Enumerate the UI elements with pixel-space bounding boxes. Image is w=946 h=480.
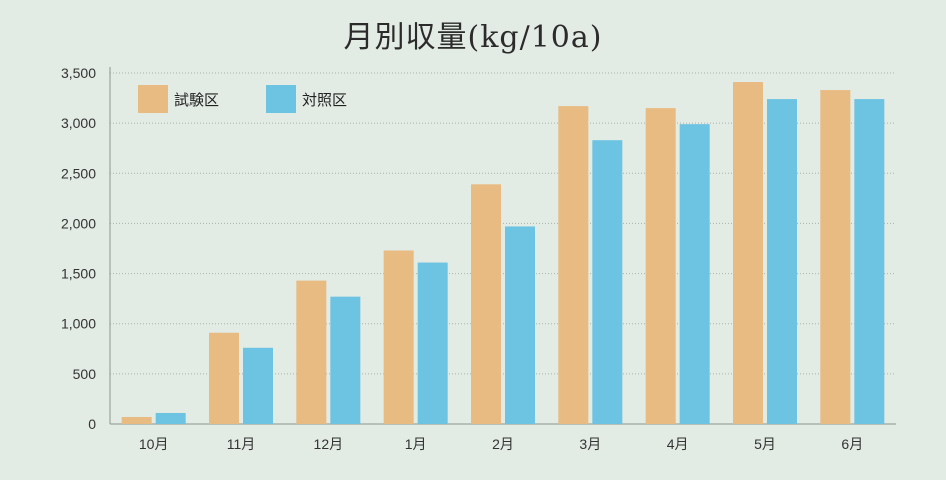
bar [558, 106, 589, 424]
chart-title: 月別収量(kg/10a) [343, 20, 603, 55]
bar [471, 184, 501, 424]
x-tick-label: 2月 [492, 436, 514, 452]
bar [383, 250, 414, 424]
bar [767, 99, 797, 425]
bar [733, 82, 763, 425]
y-tick-label: 3,500 [61, 65, 96, 81]
y-tick-label: 2,000 [61, 215, 96, 231]
bar [296, 280, 327, 424]
x-tick-label: 12月 [314, 436, 344, 452]
legend-label: 試験区 [174, 92, 219, 109]
y-tick-label: 1,500 [61, 266, 96, 282]
x-tick-label: 3月 [579, 436, 601, 452]
y-tick-label: 2,500 [61, 165, 96, 181]
legend-swatch [138, 85, 168, 113]
legend-label: 対照区 [302, 92, 347, 109]
y-tick-label: 0 [88, 416, 96, 432]
bar [505, 226, 535, 424]
bar [121, 416, 152, 424]
y-tick-label: 3,000 [61, 115, 96, 131]
y-tick-label: 1,000 [61, 316, 96, 332]
bar [592, 140, 623, 425]
bar [209, 332, 239, 424]
bar [679, 124, 710, 424]
bar [330, 296, 361, 424]
x-tick-label: 6月 [841, 436, 863, 452]
x-tick-label: 4月 [667, 436, 689, 452]
bar [243, 347, 273, 424]
bar [645, 108, 676, 424]
bar [155, 412, 186, 424]
legend-swatch [266, 85, 296, 113]
bar [417, 262, 448, 424]
x-tick-label: 11月 [227, 436, 256, 452]
x-tick-label: 1月 [405, 436, 427, 452]
bar [820, 90, 851, 424]
x-tick-label: 10月 [139, 436, 169, 452]
y-tick-label: 500 [73, 366, 97, 382]
x-tick-label: 5月 [754, 436, 776, 452]
bar [854, 99, 885, 425]
